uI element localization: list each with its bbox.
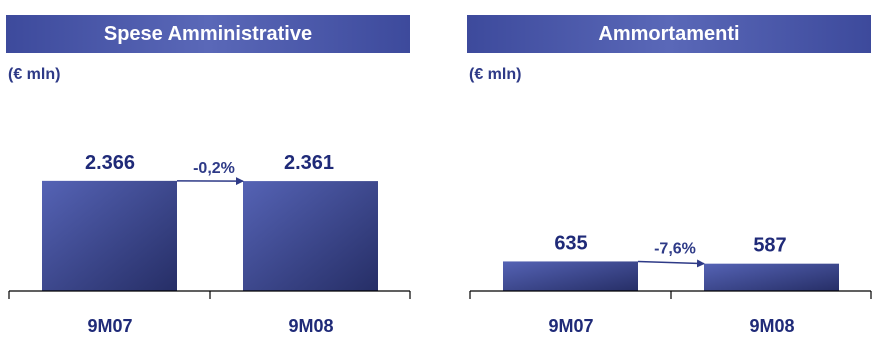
category-label: 9M08 (749, 316, 794, 336)
bar-9m08 (704, 263, 839, 291)
unit-label: (€ mln) (8, 66, 61, 83)
bar-chart-spese-amministrative: 2.366 9M07 2.361 9M08 -0,2% (8, 152, 411, 336)
bar-9m07 (503, 261, 638, 291)
change-label: -7,6% (654, 240, 696, 257)
unit-label: (€ mln) (469, 66, 522, 83)
data-label: 2.361 (284, 152, 334, 174)
bar-9m07 (42, 180, 177, 291)
data-label: 587 (753, 235, 786, 257)
bar-9m08 (243, 181, 378, 291)
data-label: 635 (554, 232, 587, 254)
category-label: 9M08 (288, 316, 333, 336)
bar-chart-ammortamenti: 635 9M07 587 9M08 -7,6% (469, 232, 872, 336)
chart-title: Spese Amministrative (6, 15, 410, 53)
change-arrow (637, 259, 705, 268)
category-label: 9M07 (87, 316, 132, 336)
data-label: 2.366 (85, 152, 135, 174)
category-label: 9M07 (548, 316, 593, 336)
chart-title: Ammortamenti (467, 15, 871, 53)
chart-panel-spese-amministrative: Spese Amministrative (€ mln) 2.366 9M07 2.… (6, 0, 411, 339)
change-label: -0,2% (193, 160, 235, 177)
chart-panel-ammortamenti: Ammortamenti (€ mln) 635 9M07 587 9M08 -7,6% (467, 0, 872, 339)
